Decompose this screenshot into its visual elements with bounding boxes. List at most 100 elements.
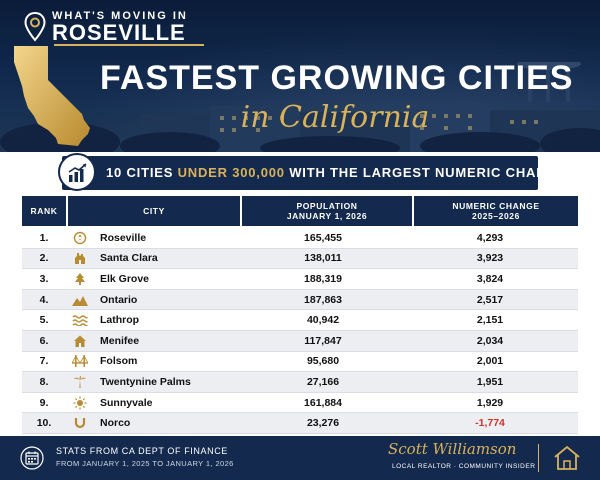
banner-text-end: WITH THE LARGEST NUMERIC CHANGE	[284, 165, 567, 180]
row-city-name: Elk Grove	[100, 272, 150, 285]
row-city: Norco	[66, 413, 238, 433]
mission-icon	[72, 251, 88, 265]
page-subtitle: in California	[240, 100, 430, 135]
row-city-name: Sunnyvale	[100, 396, 153, 409]
waves-icon	[72, 313, 88, 327]
banner-text: 10 CITIES UNDER 300,000 WITH THE LARGEST…	[106, 165, 566, 180]
row-numeric-change: 2,001	[476, 355, 504, 368]
row-city-name: Santa Clara	[100, 252, 158, 265]
row-city-name: Menifee	[100, 334, 140, 347]
row-rank: 4.	[39, 293, 49, 306]
header-population: POPULATION JANUARY 1, 2026	[242, 196, 412, 226]
row-rank: 9.	[39, 396, 49, 409]
row-city-name: Norco	[100, 417, 131, 430]
row-city: Lathrop	[66, 310, 238, 330]
row-city: Menifee	[66, 331, 238, 351]
row-city-name: Ontario	[100, 293, 138, 306]
skyline-illustration	[0, 62, 600, 152]
subheading-banner: 10 CITIES UNDER 300,000 WITH THE LARGEST…	[62, 156, 566, 190]
row-numeric-change: 4,293	[476, 231, 504, 244]
location-pin-icon	[24, 12, 46, 42]
row-city: Elk Grove	[66, 269, 238, 289]
bar-chart-badge	[58, 153, 96, 191]
row-numeric-change: 3,824	[476, 272, 504, 285]
realtor-title: LOCAL REALTOR · COMMUNITY INSIDER	[392, 463, 536, 470]
banner-highlight: UNDER 300,000	[177, 165, 285, 180]
row-city-name: Folsom	[100, 355, 138, 368]
footer-date-range: FROM JANUARY 1, 2025 TO JANUARY 1, 2026	[56, 459, 234, 468]
row-city-name: Lathrop	[100, 314, 140, 327]
sun-icon	[72, 396, 88, 410]
row-numeric-change: -1,774	[475, 417, 505, 430]
header-population-line2: JANUARY 1, 2026	[286, 211, 368, 221]
row-rank: 3.	[39, 272, 49, 285]
row-city: Folsom	[66, 352, 238, 372]
row-population: 138,011	[304, 252, 342, 265]
cities-table: RANK CITY POPULATION JANUARY 1, 2026 NUME…	[22, 196, 578, 434]
hero-banner: WHAT'S MOVING IN ROSEVILLE FASTEST GROWI…	[0, 0, 600, 152]
hero-overlay	[0, 0, 600, 152]
brand-tagline: WHAT'S MOVING IN	[52, 10, 188, 22]
row-numeric-change: 2,151	[476, 314, 504, 327]
realtor-signature: Scott Williamson	[388, 440, 517, 458]
row-population: 95,680	[306, 355, 340, 368]
row-numeric-change: 2,517	[476, 293, 504, 306]
table-row: 6. Menifee 117,847 2,034	[22, 330, 578, 352]
row-city-name: Roseville	[100, 231, 147, 244]
header-change-line1: NUMERIC CHANGE	[452, 201, 540, 211]
palm-icon	[72, 375, 88, 389]
row-rank: 5.	[39, 314, 49, 327]
header-rank: RANK	[22, 196, 66, 226]
row-population: 188,319	[304, 272, 342, 285]
row-population: 117,847	[304, 334, 342, 347]
row-rank: 1.	[39, 231, 49, 244]
row-city: Santa Clara	[66, 249, 238, 269]
row-city: Ontario	[66, 290, 238, 310]
table-row: 9. Sunnyvale 161,884 1,929	[22, 392, 578, 414]
horseshoe-icon	[72, 416, 88, 430]
footer: STATS FROM CA DEPT OF FINANCE FROM JANUA…	[0, 436, 600, 480]
row-city: Sunnyvale	[66, 393, 238, 413]
table-row: 3. Elk Grove 188,319 3,824	[22, 269, 578, 290]
row-city: Twentynine Palms	[66, 372, 238, 392]
row-numeric-change: 3,923	[476, 252, 504, 265]
row-rank: 2.	[39, 252, 49, 265]
header-city: CITY	[68, 196, 240, 226]
row-population: 23,276	[306, 417, 340, 430]
table-row: 8. Twentynine Palms 27,166 1,951	[22, 372, 578, 393]
calendar-icon	[20, 446, 44, 470]
footer-divider	[538, 444, 539, 472]
banner-text-start: 10 CITIES	[106, 165, 178, 180]
row-numeric-change: 1,929	[476, 396, 504, 409]
row-population: 40,942	[306, 314, 340, 327]
brand-underline	[54, 44, 204, 46]
row-rank: 8.	[39, 375, 49, 388]
row-city: Roseville	[66, 228, 238, 248]
row-population: 161,884	[304, 396, 342, 409]
header-change-line2: 2025–2026	[472, 211, 520, 221]
row-population: 27,166	[306, 375, 340, 388]
table-row: 7. Folsom 95,680 2,001	[22, 351, 578, 373]
house-logo-icon	[554, 445, 580, 470]
brand-name: ROSEVILLE	[52, 20, 186, 45]
table-row: 10. Norco 23,276 -1,774	[22, 413, 578, 434]
row-rank: 6.	[39, 334, 49, 347]
page-title: FASTEST GROWING CITIES	[100, 59, 574, 97]
bridge-icon	[72, 354, 88, 368]
row-population: 165,455	[304, 231, 342, 244]
table-row: 4. Ontario 187,863 2,517	[22, 289, 578, 311]
bar-chart-icon	[68, 163, 87, 182]
table-row: 5. Lathrop 40,942 2,151	[22, 310, 578, 331]
row-city-name: Twentynine Palms	[100, 375, 191, 388]
row-rank: 10.	[36, 417, 52, 430]
table-body: 1. Roseville 165,455 4,293 2. Santa Clara 138,…	[22, 228, 578, 434]
row-population: 187,863	[304, 293, 342, 306]
footer-source: STATS FROM CA DEPT OF FINANCE	[56, 446, 228, 456]
row-rank: 7.	[39, 355, 49, 368]
table-header: RANK CITY POPULATION JANUARY 1, 2026 NUME…	[22, 196, 578, 226]
california-map-icon	[14, 46, 90, 146]
rose-icon	[72, 231, 88, 245]
mountains-icon	[72, 293, 88, 307]
header-population-line1: POPULATION	[296, 201, 358, 211]
header-numeric-change: NUMERIC CHANGE 2025–2026	[414, 196, 578, 226]
